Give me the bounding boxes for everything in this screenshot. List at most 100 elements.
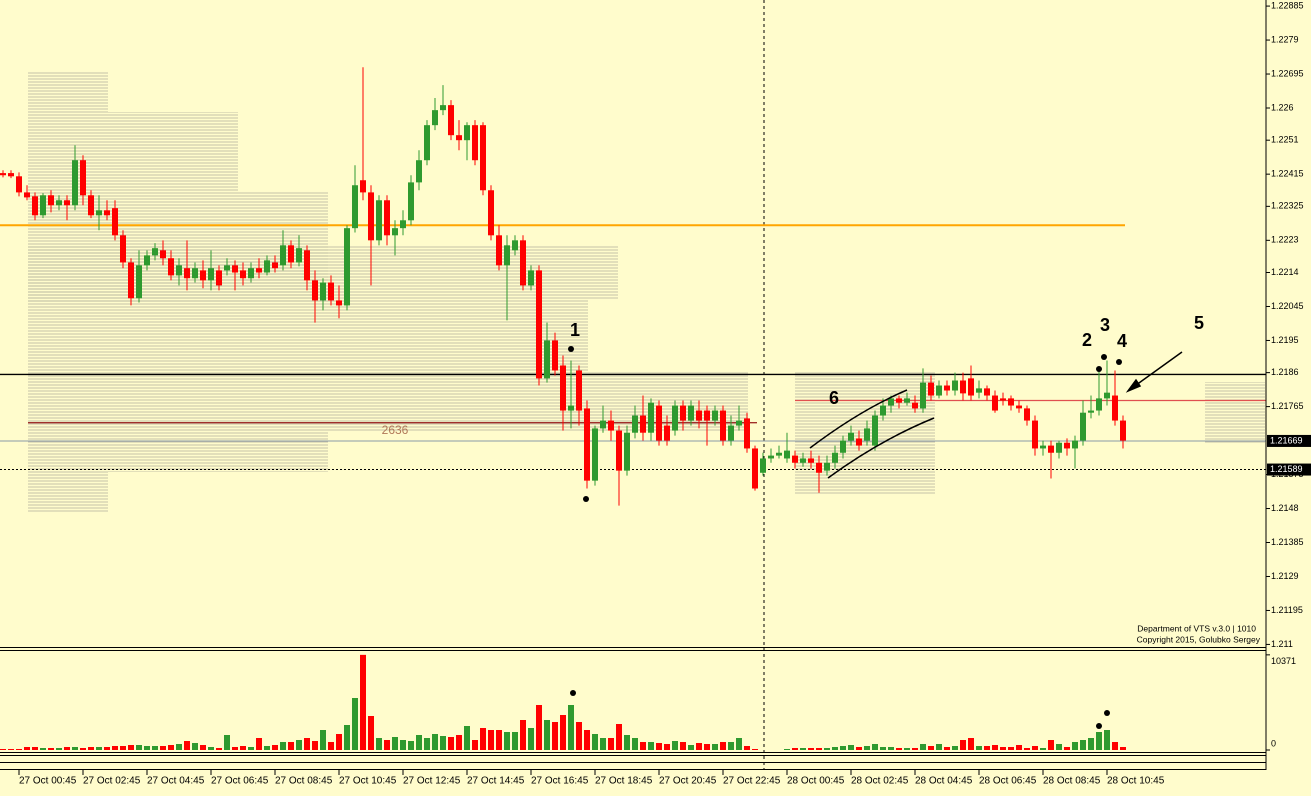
candle-body (544, 340, 550, 379)
volume-bar (384, 740, 390, 750)
candle-body (88, 195, 94, 216)
candle-body (352, 185, 358, 229)
candle-body (928, 382, 934, 396)
candle-body (120, 235, 126, 263)
candle-body (1112, 395, 1118, 421)
volume-bar (440, 736, 446, 750)
y-tick-label: 1.22325 (1271, 201, 1304, 211)
candle-body (272, 262, 278, 269)
volume-bar (96, 747, 102, 750)
candle-body (640, 415, 646, 433)
candle-body (384, 200, 390, 236)
x-tick-label: 27 Oct 10:45 (339, 776, 397, 787)
candle-body (880, 405, 886, 416)
volume-bar (1096, 732, 1102, 750)
candle-body (952, 380, 958, 391)
candle-body (584, 408, 590, 481)
volume-bar (992, 745, 998, 750)
y-tick-label: 1.22695 (1271, 68, 1304, 78)
candle-body (512, 240, 518, 251)
candle-body (736, 420, 742, 426)
volume-bar (128, 745, 134, 750)
candle-body (1032, 420, 1038, 449)
candle-body (480, 125, 486, 191)
candle-body (424, 125, 430, 161)
volume-bar (624, 735, 630, 750)
candle-body (1104, 392, 1110, 399)
volume-bar (1088, 738, 1094, 750)
candle-body (1008, 398, 1014, 406)
volume-bar (896, 748, 902, 750)
frame (0, 0, 1267, 770)
candle-body (816, 462, 822, 473)
candle-body (840, 440, 846, 453)
candle-body (312, 280, 318, 301)
volume-bar (456, 735, 462, 750)
volume-bar (848, 745, 854, 750)
volume-bar (528, 728, 534, 750)
volume-bar (544, 720, 550, 750)
candle-body (776, 452, 782, 456)
candle-body (784, 450, 790, 459)
candle-body (328, 282, 334, 301)
candle-body (696, 410, 702, 421)
volume-bar (1112, 742, 1118, 750)
candle-body (288, 245, 294, 263)
volume-bar (1016, 745, 1022, 750)
annotation: 3 (1100, 315, 1110, 335)
candle-body (152, 248, 158, 256)
volume-bar (392, 737, 398, 750)
candle-body (168, 258, 174, 276)
volume-bar (832, 747, 838, 750)
candle-body (832, 452, 838, 463)
candle-body (656, 405, 662, 441)
volume-bar (600, 738, 606, 750)
volume-bar (1008, 747, 1014, 750)
candle-body (456, 135, 462, 141)
candle-body (528, 270, 534, 286)
volume-bar (976, 746, 982, 750)
candle-body (280, 245, 286, 266)
candle-body (16, 176, 22, 193)
volume-bar (960, 740, 966, 750)
candle-body (1048, 445, 1054, 453)
volume-bar (184, 741, 190, 750)
candle-body (768, 455, 774, 459)
volume-bar (720, 742, 726, 750)
candle-body (808, 458, 814, 463)
note: Copyright 2015, Golubko Sergey (1137, 634, 1261, 644)
volume-bar (24, 747, 30, 750)
candle-body (392, 228, 398, 236)
candle-body (24, 192, 30, 198)
volume-bar (1048, 740, 1054, 750)
candle-body (936, 385, 942, 396)
candle-body (688, 405, 694, 421)
candle-body (32, 196, 38, 216)
volume-bar (552, 722, 558, 750)
candle-body (1080, 412, 1086, 441)
candle-body (904, 398, 910, 403)
volume-bar (560, 715, 566, 750)
volume-bar (656, 743, 662, 750)
volume-bar (160, 746, 166, 750)
candle-body (496, 235, 502, 266)
candle-body (552, 340, 558, 371)
candle-body (944, 385, 950, 391)
volume-bar (296, 740, 302, 750)
candle-body (616, 430, 622, 471)
volume-bar (400, 740, 406, 750)
volume-bar (328, 742, 334, 750)
volume-bar (632, 738, 638, 750)
candle-body (128, 262, 134, 299)
volume-bar (496, 730, 502, 750)
y-tick-label: 1.21385 (1271, 537, 1304, 547)
volume-bar (1024, 748, 1030, 750)
candle-body (792, 455, 798, 463)
y-tick-label: 1.21195 (1271, 605, 1303, 615)
candle-body (896, 398, 902, 403)
volume-bar (672, 741, 678, 750)
candle-body (432, 110, 438, 126)
volume-bar (792, 748, 798, 750)
volume-bar (88, 747, 94, 750)
